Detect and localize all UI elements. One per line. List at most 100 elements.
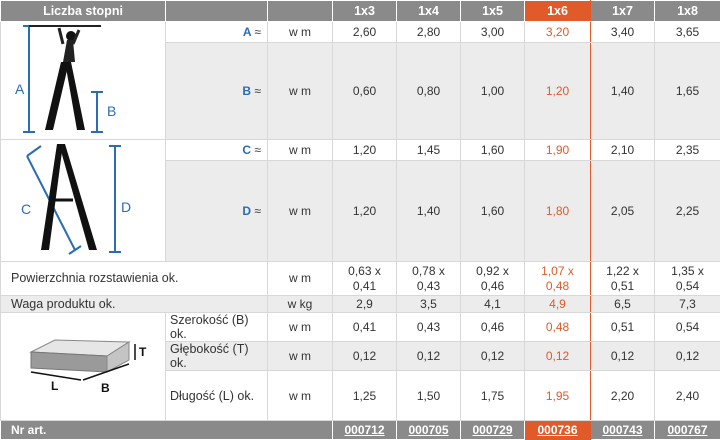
cell: 1,40 [397, 160, 461, 261]
unit-d: w m [268, 160, 333, 261]
label-c: C [242, 143, 251, 157]
cell-selected: 1,80 [525, 160, 591, 261]
width-label: Szerokość (B) ok. [166, 313, 268, 342]
unit-width: w m [268, 313, 333, 342]
cell-selected: 1,95 [525, 371, 591, 421]
cell: 1,50 [397, 371, 461, 421]
unit-length: w m [268, 371, 333, 421]
ladder-open-figure: A B [1, 22, 166, 140]
cell: 2,20 [591, 371, 655, 421]
label-a: A [243, 25, 251, 39]
cell: 2,05 [591, 160, 655, 261]
cell: 1,20 [333, 140, 397, 161]
cell: 3,40 [591, 22, 655, 43]
cell: 0,51 [591, 313, 655, 342]
label-b: B [242, 84, 251, 98]
header-row: Liczba stopni 1x3 1x4 1x5 1x6 1x7 1x8 [1, 1, 720, 22]
cell-selected: 1,20 [525, 42, 591, 139]
col-1x3: 1x3 [333, 1, 397, 22]
cell: 7,3 [655, 296, 720, 313]
surface-label: Powierzchnia rozstawienia ok. [1, 262, 268, 296]
row-c: C D C ≈ w m 1,20 1,45 1,60 1,90 2,10 2,3… [1, 140, 720, 161]
cell-selected: 4,9 [525, 296, 591, 313]
cell: 6,5 [591, 296, 655, 313]
cell: 0,46 [461, 313, 525, 342]
cell: 1,00 [461, 42, 525, 139]
col-1x7: 1x7 [591, 1, 655, 22]
cell: 0,12 [461, 342, 525, 371]
cell: 0,43 [397, 313, 461, 342]
unit-surface: w m [268, 262, 333, 296]
row-width: T L B Szerokość (B) ok. w m 0,41 0,43 0,… [1, 313, 720, 342]
cell: 2,9 [333, 296, 397, 313]
cell: 3,65 [655, 22, 720, 43]
cell: 2,60 [333, 22, 397, 43]
cell: 0,41 [333, 313, 397, 342]
article-link[interactable]: 000743 [602, 423, 642, 437]
ladder-closed-figure: C D [1, 140, 166, 262]
cell-selected: 1,90 [525, 140, 591, 161]
cell: 1,40 [591, 42, 655, 139]
article-number-label: Nr art. [1, 421, 333, 440]
unit-c: w m [268, 140, 333, 161]
label-l-fig: L [51, 379, 58, 393]
row-a: A B A ≈ w m 2,60 2,80 3,00 3,20 3,40 3,6… [1, 22, 720, 43]
cell: 0,80 [397, 42, 461, 139]
weight-label: Waga produktu ok. [1, 296, 268, 313]
ladder-open-icon: A B [1, 22, 166, 136]
cell: 0,54 [655, 313, 720, 342]
cell: 2,35 [655, 140, 720, 161]
cell: 3,00 [461, 22, 525, 43]
cell-selected: 3,20 [525, 22, 591, 43]
cell: 0,12 [397, 342, 461, 371]
article-link[interactable]: 000712 [344, 423, 384, 437]
article-link[interactable]: 000729 [472, 423, 512, 437]
unit-b: w m [268, 42, 333, 139]
ladder-closed-icon: C D [1, 140, 166, 258]
label-t-fig: T [139, 345, 147, 359]
cell: 2,80 [397, 22, 461, 43]
cell-selected: 0,12 [525, 342, 591, 371]
cell: 0,12 [591, 342, 655, 371]
row-surface: Powierzchnia rozstawienia ok. w m 0,63 x… [1, 262, 720, 296]
label-b-fig: B [107, 103, 116, 119]
cell-selected: 0,48 [525, 313, 591, 342]
article-link[interactable]: 000767 [667, 423, 707, 437]
depth-label: Głębokość (T) ok. [166, 342, 268, 371]
label-b2-fig: B [101, 381, 110, 395]
cell: 2,25 [655, 160, 720, 261]
row-weight: Waga produktu ok. w kg 2,9 3,5 4,1 4,9 6… [1, 296, 720, 313]
unit-weight: w kg [268, 296, 333, 313]
package-figure: T L B [1, 313, 166, 421]
label-c-fig: C [21, 201, 31, 217]
col-1x6: 1x6 [525, 1, 591, 22]
cell: 1,45 [397, 140, 461, 161]
footer-row: Nr art. 000712 000705 000729 000736 0007… [1, 421, 720, 440]
cell: 1,60 [461, 160, 525, 261]
cell: 1,75 [461, 371, 525, 421]
col-1x8: 1x8 [655, 1, 720, 22]
col-1x4: 1x4 [397, 1, 461, 22]
cell: 2,10 [591, 140, 655, 161]
label-a-fig: A [15, 81, 25, 97]
cell: 1,60 [461, 140, 525, 161]
label-d-fig: D [121, 199, 131, 215]
package-box-icon: T L B [1, 322, 166, 408]
cell: 1,65 [655, 42, 720, 139]
article-link[interactable]: 000705 [408, 423, 448, 437]
cell: 0,12 [333, 342, 397, 371]
cell: 1,20 [333, 160, 397, 261]
cell: 2,40 [655, 371, 720, 421]
unit-depth: w m [268, 342, 333, 371]
label-d: D [242, 204, 251, 218]
header-label: Liczba stopni [1, 1, 166, 22]
article-link-selected[interactable]: 000736 [537, 423, 577, 437]
length-label: Długość (L) ok. [166, 371, 268, 421]
unit-a: w m [268, 22, 333, 43]
cell: 3,5 [397, 296, 461, 313]
